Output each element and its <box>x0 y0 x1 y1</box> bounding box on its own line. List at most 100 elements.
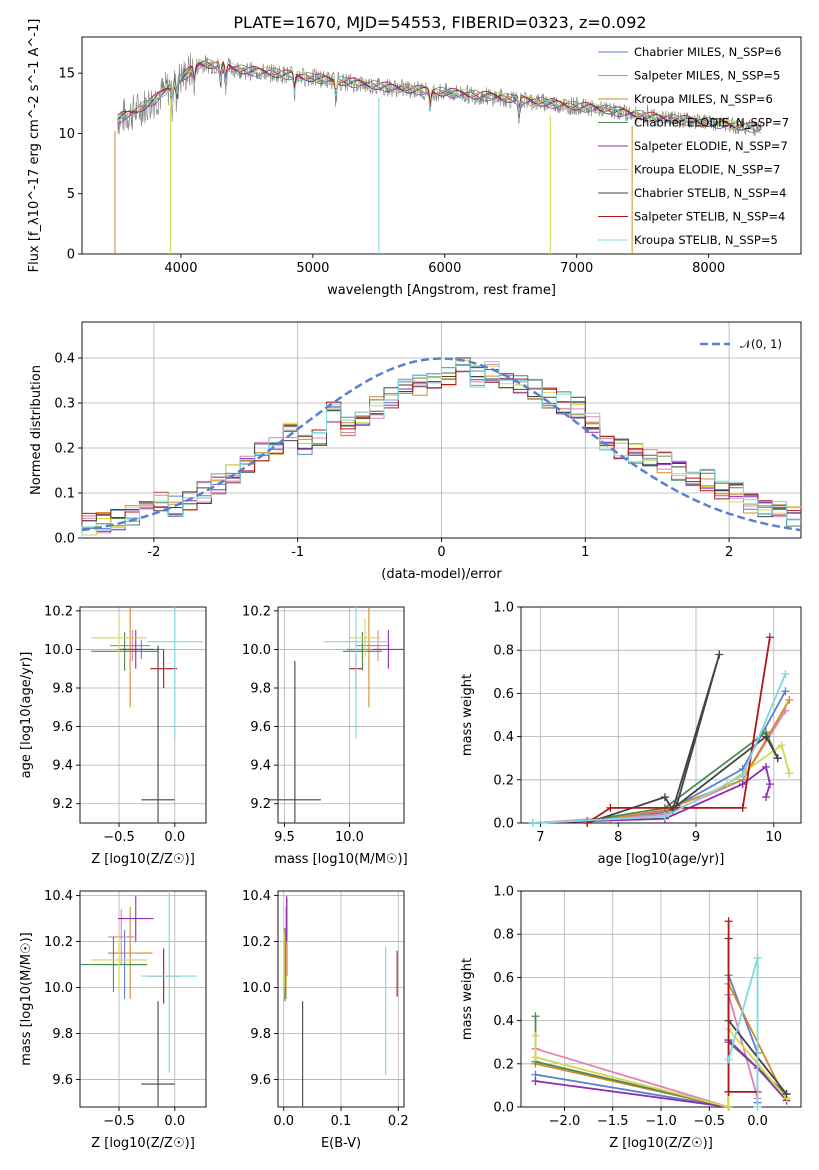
plot-frame <box>277 890 405 1108</box>
weight-point-marker <box>738 780 747 789</box>
errorbar-point <box>150 649 178 688</box>
y-tick-label: 10.0 <box>242 643 271 658</box>
residuals-panel: -2 -1 0 1 2 0.0 0.1 0.2 0.3 0.4 (data-model)/error… <box>29 321 802 582</box>
y-axis-label: mass [log10(M/M☉)] <box>19 932 34 1065</box>
weight-point-marker <box>606 803 615 812</box>
legend-label: Chabrier STELIB, N_SSP=4 <box>634 186 786 200</box>
y-tick-label: 10.0 <box>44 643 73 658</box>
weight-point-marker <box>738 803 747 812</box>
x-axis-label: Z [log10(Z/Z☉)] <box>609 1136 713 1151</box>
weight-point-marker <box>782 1090 791 1099</box>
errorbar-point <box>107 907 153 999</box>
x-tick-label: 2 <box>725 545 733 560</box>
errorbar-point <box>141 1001 175 1107</box>
y-tick-label: 0.0 <box>493 817 514 832</box>
weight-point-marker <box>724 1103 733 1111</box>
y-tick-label: 9.8 <box>52 682 73 697</box>
y-tick-label: 9.2 <box>250 797 271 812</box>
weight-point-marker <box>762 762 770 771</box>
weight-point-marker <box>753 1103 762 1111</box>
y-axis-label: Normed distribution <box>29 365 44 495</box>
x-tick-label: 7 <box>536 830 544 845</box>
x-tick-label: −1.0 <box>645 1114 677 1129</box>
y-tick-label: 9.8 <box>52 1027 73 1042</box>
age-vs-mass-panel: 9.5 10.0 9.2 9.4 9.6 9.8 10.0 10.2 mass [log10(M… <box>242 604 408 867</box>
errorbar-point <box>91 618 147 658</box>
errorbar-point <box>110 607 151 708</box>
plot-frame <box>81 36 802 255</box>
x-tick-label: 8000 <box>692 261 725 276</box>
x-axis-label: wavelength [Angstrom, rest frame] <box>327 283 556 298</box>
y-tick-label: 0.8 <box>493 928 514 943</box>
x-axis-label: mass [log10(M/M☉)] <box>274 852 407 867</box>
legend-label: Chabrier ELODIE, N_SSP=7 <box>634 116 789 130</box>
mass-vs-EBV-panel: 0.0 0.1 0.2 9.6 9.8 10.0 10.2 10.4 E(B-V) <box>242 889 409 1151</box>
mass-vs-Z-panel: −0.5 0.0 9.6 9.8 10.0 10.2 10.4 Z [log10(Z/Z☉)]… <box>19 889 207 1151</box>
y-tick-label: 9.4 <box>250 759 271 774</box>
x-axis-label: (data-model)/error <box>381 567 502 582</box>
errorbar-point <box>146 607 203 739</box>
weight-point-marker <box>781 669 790 678</box>
weight-series-line <box>532 730 779 824</box>
y-tick-label: 9.6 <box>52 1073 73 1088</box>
y-tick-label: 9.8 <box>250 1027 271 1042</box>
weight-point-marker <box>773 754 782 763</box>
y-tick-label: 10.4 <box>242 889 271 904</box>
observed-spectrum-line <box>117 53 762 137</box>
plot-frame <box>277 606 405 824</box>
weight-point-marker <box>531 1077 540 1086</box>
weight-point-marker <box>660 793 669 802</box>
x-tick-label: 8 <box>614 830 622 845</box>
y-tick-label: 10.0 <box>242 981 271 996</box>
y-tick-label: 0.2 <box>54 442 75 457</box>
y-tick-label: 0.8 <box>493 644 514 659</box>
plot-frame <box>81 321 802 539</box>
y-tick-label: 10.4 <box>44 889 73 904</box>
x-tick-label: 0.0 <box>747 1114 768 1129</box>
errorbar-point <box>91 632 159 671</box>
weight-point-marker <box>724 1055 733 1064</box>
residual-histogram-step <box>81 361 801 538</box>
x-tick-label: 7000 <box>560 261 593 276</box>
x-axis-label: Z [log10(Z/Z☉)] <box>91 1136 195 1151</box>
errorbar-point <box>117 895 154 942</box>
weight-series-line <box>532 710 787 824</box>
errorbar-point <box>355 607 382 708</box>
model-spectrum-line <box>117 60 762 129</box>
legend-label: Kroupa ELODIE, N_SSP=7 <box>634 163 780 177</box>
y-tick-label: 10.0 <box>44 981 73 996</box>
y-tick-label: 10 <box>58 127 75 142</box>
legend-label: Kroupa MILES, N_SSP=6 <box>634 92 773 106</box>
plot-frame <box>520 890 802 1108</box>
weight-point-marker <box>765 633 774 642</box>
x-axis-label: E(B-V) <box>321 1136 361 1151</box>
weight-point-marker <box>781 687 790 696</box>
weight-point-marker <box>660 812 669 821</box>
weight-point-marker <box>738 771 747 780</box>
model-spectrum-line <box>117 62 762 134</box>
y-tick-label: 0.0 <box>493 1101 514 1116</box>
y-axis-label: Flux [f_λ10^-17 erg cm^-2 s^-1 A^-1] <box>27 19 42 273</box>
x-tick-label: −1.5 <box>597 1114 629 1129</box>
y-tick-label: 9.4 <box>52 759 73 774</box>
weight-series-line <box>535 994 759 1109</box>
y-axis-label: age [log10(age/yr)] <box>19 652 34 779</box>
x-tick-label: 6000 <box>428 261 461 276</box>
y-tick-label: 10.2 <box>242 604 271 619</box>
weight-point-marker <box>777 741 786 750</box>
weight-point-marker <box>785 695 794 704</box>
weight-point-marker <box>531 1053 540 1062</box>
y-axis-label: mass weight <box>460 674 475 756</box>
x-tick-label: 0.1 <box>331 1114 352 1129</box>
weight-point-marker <box>724 917 733 926</box>
weight-series-line <box>532 690 787 824</box>
y-tick-label: 1.0 <box>493 885 514 900</box>
y-tick-label: 9.6 <box>52 720 73 735</box>
weight-point-marker <box>531 1031 540 1040</box>
y-tick-label: 0.4 <box>493 1014 514 1029</box>
y-tick-label: 9.6 <box>250 1073 271 1088</box>
errorbar-point <box>342 632 382 671</box>
y-tick-label: 10.2 <box>44 604 73 619</box>
y-tick-label: 1.0 <box>493 601 514 616</box>
